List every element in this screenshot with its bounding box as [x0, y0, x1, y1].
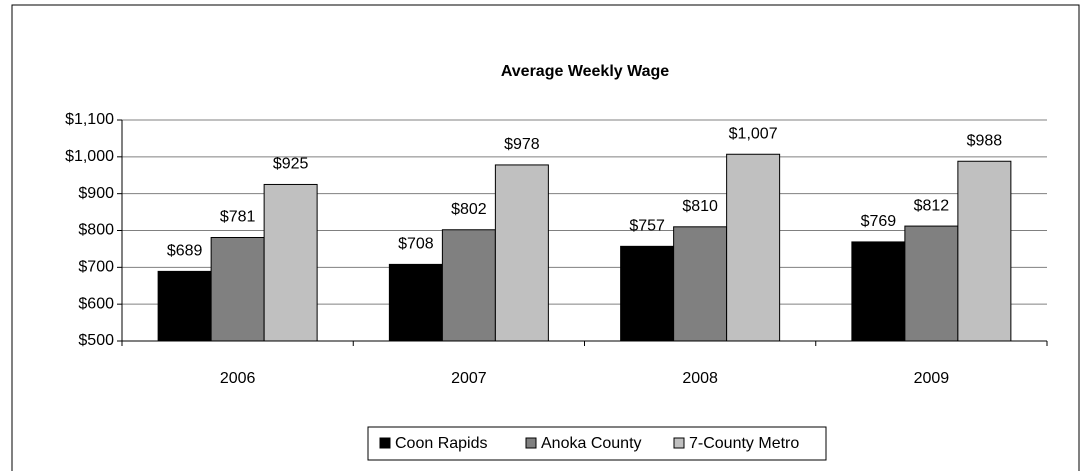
legend-label: 7-County Metro	[689, 435, 799, 452]
data-label: $769	[861, 213, 897, 230]
data-label: $689	[167, 243, 203, 260]
x-tick-label: 2006	[220, 370, 256, 387]
data-label: $1,007	[729, 125, 778, 142]
bar	[851, 241, 906, 342]
y-tick-label: $600	[78, 295, 114, 312]
legend-box	[367, 426, 827, 461]
legend-swatch	[379, 437, 391, 449]
legend-label: Anoka County	[541, 435, 642, 452]
legend-label: Coon Rapids	[395, 435, 488, 452]
data-label: $988	[967, 132, 1003, 149]
y-tick-label: $1,000	[65, 148, 114, 165]
y-tick-label: $700	[78, 259, 114, 276]
bar	[904, 225, 959, 342]
data-label: $708	[398, 236, 434, 253]
bar	[441, 229, 496, 342]
y-tick-label: $800	[78, 222, 114, 239]
data-label: $810	[682, 198, 718, 215]
bar	[263, 183, 318, 342]
chart-title: Average Weekly Wage	[501, 63, 669, 80]
bar	[388, 263, 443, 342]
data-label: $757	[629, 218, 665, 235]
bar	[620, 245, 675, 342]
bar	[726, 153, 781, 342]
bar	[957, 160, 1012, 342]
legend-swatch	[673, 437, 685, 449]
bar	[210, 236, 265, 342]
data-label: $925	[273, 156, 309, 173]
x-tick-label: 2007	[451, 370, 487, 387]
data-label: $978	[504, 136, 540, 153]
data-label: $781	[220, 209, 256, 226]
legend-swatch	[525, 437, 537, 449]
bar	[157, 270, 212, 342]
x-tick-label: 2009	[914, 370, 950, 387]
y-tick-label: $500	[78, 332, 114, 349]
y-tick-label: $1,100	[65, 111, 114, 128]
y-tick-label: $900	[78, 185, 114, 202]
bar	[673, 226, 728, 342]
x-tick-label: 2008	[682, 370, 718, 387]
data-label: $812	[914, 197, 950, 214]
bar	[494, 164, 549, 342]
data-label: $802	[451, 201, 487, 218]
